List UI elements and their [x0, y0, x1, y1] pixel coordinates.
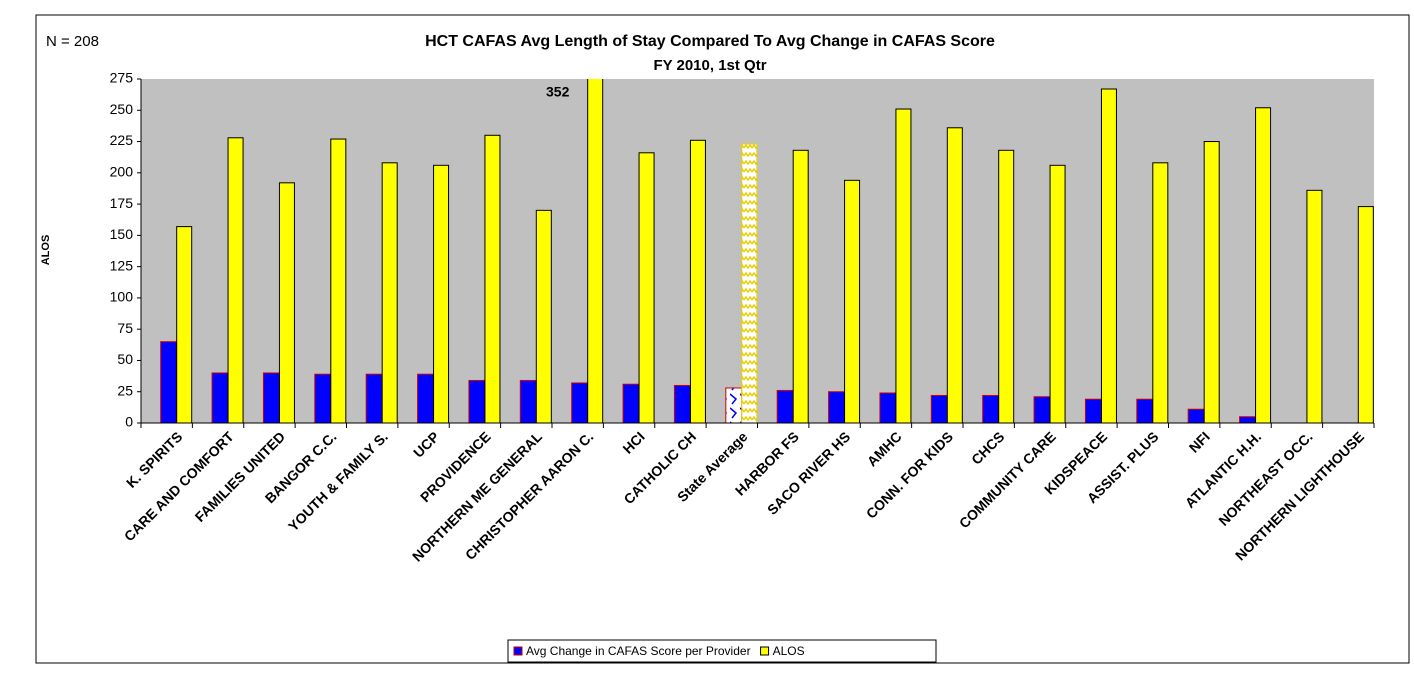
y-tick-label: 200	[110, 164, 134, 180]
y-tick-label: 75	[117, 320, 133, 336]
y-tick-label: 150	[110, 226, 134, 242]
bar	[792, 149, 809, 423]
bar	[741, 143, 758, 423]
chart-subtitle: FY 2010, 1st Qtr	[653, 57, 766, 74]
y-tick-label: 175	[110, 195, 134, 211]
bar	[1187, 408, 1205, 423]
bar	[160, 341, 178, 423]
bar	[484, 134, 501, 423]
bar	[211, 372, 229, 423]
bar	[1033, 396, 1051, 423]
chart-title: HCT CAFAS Avg Length of Stay Compared To…	[425, 33, 995, 50]
bar	[1357, 206, 1374, 423]
bar	[1152, 162, 1169, 423]
data-label: 352	[546, 84, 570, 100]
bar	[262, 372, 280, 423]
bar	[1239, 416, 1257, 423]
legend-swatch	[513, 646, 523, 656]
bar	[998, 149, 1015, 423]
y-tick-label: 275	[110, 70, 134, 86]
bar	[468, 379, 486, 423]
bar	[1203, 141, 1220, 423]
bar	[930, 394, 948, 423]
legend	[507, 639, 937, 663]
bar	[1084, 398, 1102, 423]
y-tick-label: 50	[117, 351, 133, 367]
bar	[1100, 88, 1117, 423]
bar	[330, 138, 347, 423]
bar	[946, 127, 963, 423]
bar	[365, 373, 383, 423]
y-tick-label: 250	[110, 101, 134, 117]
bar	[571, 382, 589, 423]
bar	[982, 394, 1000, 423]
y-tick-label: 0	[125, 414, 133, 430]
bar	[314, 373, 332, 423]
bar	[1255, 107, 1272, 423]
bar	[227, 137, 244, 423]
bar	[725, 387, 743, 423]
bars	[160, 79, 1374, 423]
bar	[381, 162, 398, 423]
bar	[417, 373, 435, 423]
bar	[176, 226, 193, 423]
legend-label: Avg Change in CAFAS Score per Provider	[526, 644, 751, 658]
bar	[1136, 398, 1154, 423]
bar	[879, 392, 897, 423]
y-tick-label: 125	[110, 257, 134, 273]
bar	[776, 389, 794, 423]
plot-area	[141, 79, 1374, 423]
y-tick-label: 100	[110, 289, 134, 305]
bar	[844, 179, 861, 423]
y-tick-label: 25	[117, 382, 133, 398]
note: N = 208	[46, 33, 99, 50]
bar	[1306, 189, 1323, 423]
bar	[895, 108, 912, 423]
legend-label: ALOS	[773, 644, 805, 658]
bar	[689, 139, 706, 423]
bar	[1049, 164, 1066, 423]
bar	[622, 383, 640, 423]
bar	[278, 182, 295, 423]
bar	[638, 152, 655, 423]
bar	[828, 391, 846, 423]
legend-swatch	[760, 646, 770, 656]
bar	[519, 379, 537, 423]
bar	[673, 384, 691, 423]
bar	[587, 79, 604, 423]
y-tick-label: 225	[110, 132, 134, 148]
y-axis-label: ALOS	[40, 235, 52, 266]
bar	[433, 164, 450, 423]
bar	[535, 209, 552, 423]
